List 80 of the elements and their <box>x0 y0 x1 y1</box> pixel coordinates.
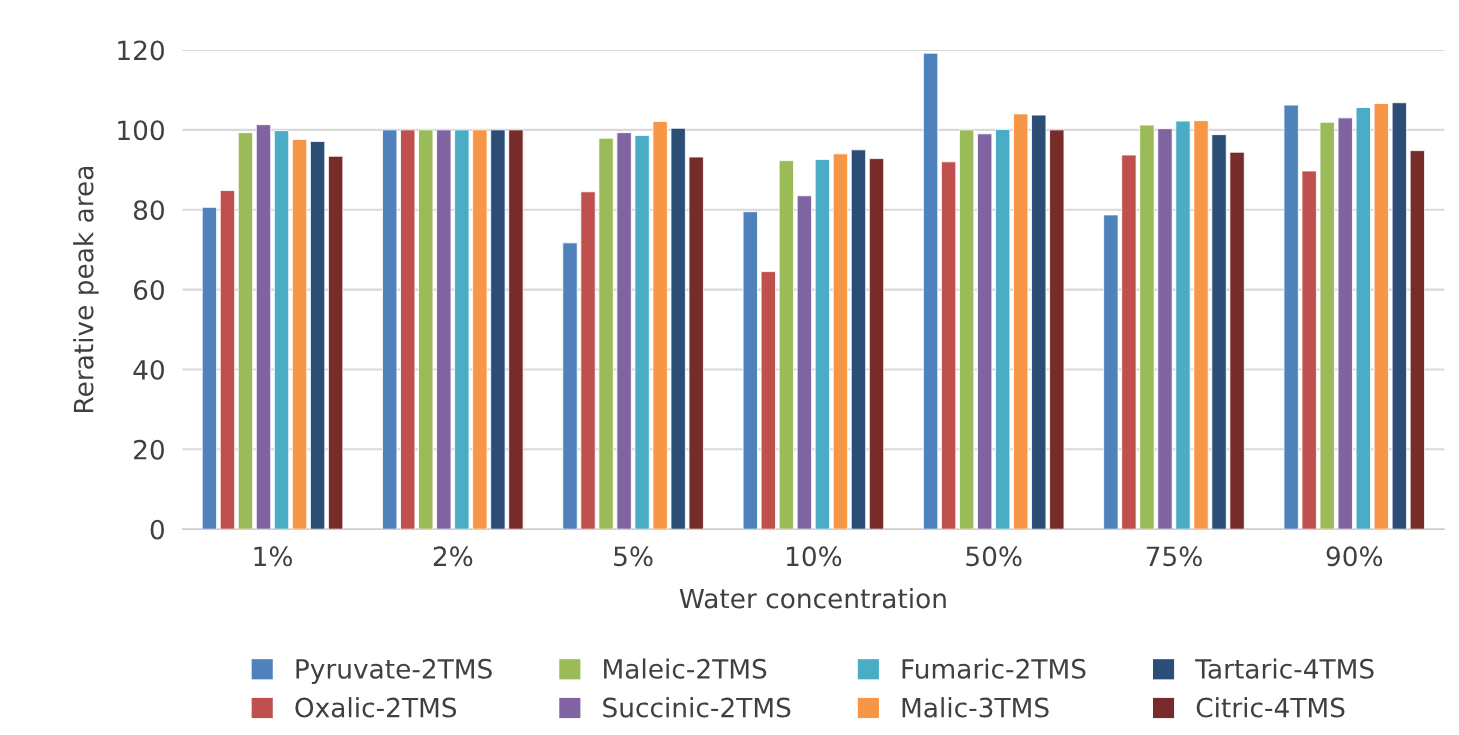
bar <box>1409 150 1425 530</box>
x-tick-label: 90% <box>1326 546 1383 567</box>
bar <box>1013 113 1029 530</box>
bar <box>490 129 506 530</box>
y-tick-label: 0 <box>150 519 164 540</box>
bar <box>472 129 488 530</box>
bar <box>742 211 758 530</box>
bar <box>922 52 939 530</box>
bar <box>418 129 434 530</box>
bar <box>255 124 272 530</box>
bar <box>508 129 524 530</box>
y-tick-label: 60 <box>133 280 164 300</box>
legend-label: Tartaric-4TMS <box>1195 658 1374 679</box>
x-tick-label: 10% <box>786 546 842 567</box>
bar <box>598 137 614 530</box>
bar <box>219 190 236 530</box>
bar <box>868 158 885 530</box>
x-tick-label: 50% <box>966 546 1022 567</box>
bar <box>1031 114 1047 530</box>
x-tick-label: 1% <box>254 546 292 567</box>
bar <box>1193 120 1209 530</box>
bar <box>850 149 867 530</box>
bar <box>1121 154 1137 530</box>
y-axis-title: Rerative peak area <box>73 167 99 412</box>
bar <box>1373 103 1389 530</box>
bar <box>616 132 632 530</box>
bar <box>1175 120 1191 530</box>
y-tick-label: 20 <box>134 439 164 460</box>
bar <box>580 191 596 530</box>
bar <box>1229 151 1245 530</box>
y-tick-label: 100 <box>118 120 164 141</box>
legend-label: Maleic-2TMS <box>604 658 767 679</box>
y-tick-label: 40 <box>133 359 164 380</box>
x-tick-label: 5% <box>614 546 653 567</box>
bar <box>670 127 686 530</box>
bar <box>400 129 416 530</box>
bar <box>1319 121 1335 530</box>
bar <box>1139 124 1155 530</box>
bar <box>778 160 794 530</box>
bar <box>1283 104 1299 530</box>
legend-label: Succinic-2TMS <box>603 697 791 718</box>
bar <box>327 155 344 530</box>
bar <box>201 206 218 530</box>
bar <box>959 129 975 530</box>
bar <box>1049 129 1065 530</box>
bar <box>688 156 704 530</box>
bar <box>382 129 398 530</box>
bar <box>309 141 326 530</box>
bar <box>562 242 578 530</box>
legend-label: Oxalic-2TMS <box>295 697 457 718</box>
bar <box>760 271 776 530</box>
bar <box>652 121 668 530</box>
bar <box>1355 107 1371 530</box>
bar <box>832 153 849 530</box>
bar <box>1391 102 1407 530</box>
bar <box>237 132 254 530</box>
y-tick-label: 120 <box>118 40 164 61</box>
bar <box>1337 117 1353 530</box>
bar <box>291 139 308 530</box>
bar <box>1211 134 1227 530</box>
bar <box>454 129 470 530</box>
bar <box>796 195 813 530</box>
bar <box>634 135 650 530</box>
legend-label: Citric-4TMS <box>1196 697 1345 718</box>
x-tick-label: 75% <box>1146 546 1202 567</box>
bar <box>436 129 452 530</box>
legend-label: Pyruvate-2TMS <box>296 658 492 684</box>
bar <box>1157 128 1173 530</box>
legend-label: Malic-3TMS <box>902 697 1049 718</box>
bar <box>1301 170 1317 530</box>
bar <box>977 133 993 530</box>
bar <box>995 129 1011 530</box>
legend-label: Fumaric-2TMS <box>902 658 1086 679</box>
bar <box>1103 214 1119 530</box>
bar <box>814 158 831 530</box>
bar <box>273 130 290 530</box>
bar <box>940 161 957 530</box>
x-axis-title: Water concentration <box>679 588 946 609</box>
x-tick-label: 2% <box>433 546 473 567</box>
y-tick-label: 80 <box>133 200 164 221</box>
